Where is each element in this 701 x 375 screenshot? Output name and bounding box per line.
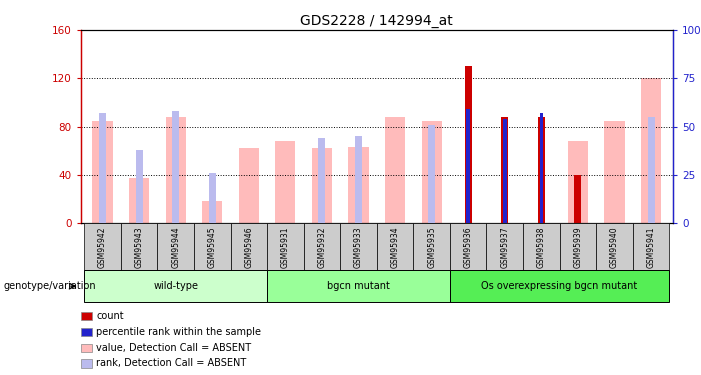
Text: GSM95931: GSM95931 (281, 227, 290, 268)
Bar (568, 141, 588, 223)
Text: GSM95937: GSM95937 (501, 227, 509, 268)
Bar (267, 223, 304, 270)
Bar (428, 124, 435, 223)
Bar (84, 223, 121, 270)
Bar (275, 141, 295, 223)
Text: GSM95934: GSM95934 (390, 227, 400, 268)
Text: rank, Detection Call = ABSENT: rank, Detection Call = ABSENT (96, 358, 246, 368)
Bar (633, 223, 669, 270)
Bar (414, 223, 450, 270)
Bar (465, 66, 472, 223)
Text: percentile rank within the sample: percentile rank within the sample (96, 327, 261, 337)
Bar (312, 148, 332, 223)
Bar (450, 223, 486, 270)
Bar (239, 148, 259, 223)
Bar (604, 120, 625, 223)
Bar (385, 117, 405, 223)
Text: GSM95944: GSM95944 (171, 227, 180, 268)
Text: GSM95935: GSM95935 (427, 227, 436, 268)
Bar (450, 270, 669, 302)
Bar (540, 113, 543, 223)
Bar (158, 223, 194, 270)
Bar (121, 223, 158, 270)
Text: GSM95943: GSM95943 (135, 227, 144, 268)
Text: genotype/variation: genotype/variation (4, 281, 96, 291)
Bar (466, 109, 470, 223)
Text: GSM95940: GSM95940 (610, 227, 619, 268)
Bar (538, 117, 545, 223)
Bar (559, 223, 596, 270)
Bar (486, 223, 523, 270)
Bar (503, 119, 507, 223)
Bar (574, 175, 581, 223)
Bar (172, 111, 179, 223)
Bar (135, 150, 142, 223)
Title: GDS2228 / 142994_at: GDS2228 / 142994_at (301, 13, 453, 28)
Text: GSM95936: GSM95936 (463, 227, 472, 268)
Text: GSM95938: GSM95938 (537, 227, 546, 268)
Bar (641, 78, 661, 223)
Bar (129, 178, 149, 223)
Text: value, Detection Call = ABSENT: value, Detection Call = ABSENT (96, 343, 251, 352)
Text: GSM95932: GSM95932 (318, 227, 327, 268)
Bar (523, 223, 559, 270)
Bar (648, 117, 655, 223)
Bar (377, 223, 414, 270)
Text: GSM95946: GSM95946 (245, 227, 253, 268)
Text: count: count (96, 311, 123, 321)
Text: GSM95939: GSM95939 (573, 227, 583, 268)
Text: GSM95945: GSM95945 (207, 227, 217, 268)
Text: Os overexpressing bgcn mutant: Os overexpressing bgcn mutant (482, 281, 638, 291)
Bar (355, 136, 362, 223)
Bar (318, 138, 325, 223)
Bar (348, 147, 369, 223)
Bar (421, 120, 442, 223)
Bar (501, 117, 508, 223)
Bar (165, 117, 186, 223)
Bar (99, 113, 106, 223)
Text: GSM95933: GSM95933 (354, 227, 363, 268)
Bar (596, 223, 633, 270)
Text: bgcn mutant: bgcn mutant (327, 281, 390, 291)
Text: GSM95941: GSM95941 (646, 227, 655, 268)
Bar (231, 223, 267, 270)
Bar (84, 270, 267, 302)
Bar (267, 270, 450, 302)
Bar (340, 223, 377, 270)
Text: wild-type: wild-type (154, 281, 198, 291)
Bar (93, 120, 113, 223)
Bar (194, 223, 231, 270)
Bar (209, 173, 216, 223)
Bar (202, 201, 222, 223)
Bar (304, 223, 340, 270)
Text: GSM95942: GSM95942 (98, 227, 107, 268)
